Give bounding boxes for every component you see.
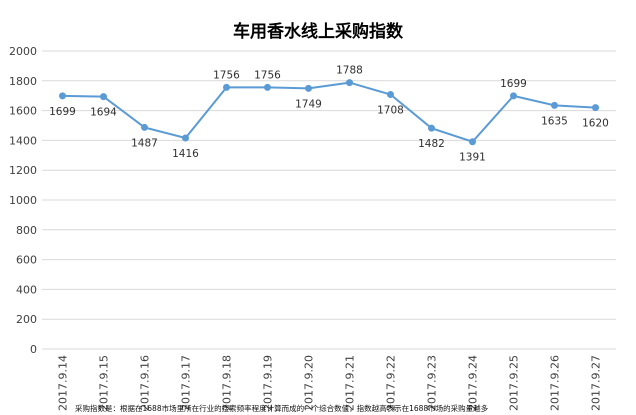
data-label: 1699 <box>49 106 76 118</box>
x-tick-label: 2017.9.15 <box>98 355 111 411</box>
data-point <box>387 91 394 99</box>
gridlines <box>42 50 616 350</box>
x-tick-label: 2017.9.24 <box>467 355 480 411</box>
x-tick-label: 2017.9.25 <box>508 355 521 411</box>
data-point <box>428 124 435 132</box>
data-point <box>100 93 107 101</box>
x-tick-label: 2017.9.27 <box>590 355 603 411</box>
data-point <box>141 123 148 131</box>
y-tick-label: 1200 <box>9 164 37 177</box>
data-label: 1749 <box>295 98 322 110</box>
data-label: 1487 <box>131 137 158 149</box>
data-label: 1756 <box>254 69 281 81</box>
data-label: 1416 <box>172 148 199 160</box>
data-label: 1694 <box>90 107 117 119</box>
data-point <box>305 84 312 92</box>
y-tick-label: 0 <box>30 343 37 356</box>
data-label: 1391 <box>459 152 486 164</box>
x-axis-ticks: 2017.9.14 2017.9.15 2017.9.16 2017.9.17 2017… <box>57 355 603 411</box>
data-label: 1482 <box>418 138 445 150</box>
y-tick-label: 600 <box>16 254 37 267</box>
data-label: 1788 <box>336 65 363 77</box>
data-point <box>346 79 353 87</box>
data-label: 1635 <box>541 115 568 127</box>
data-point <box>510 92 517 100</box>
data-points <box>59 79 599 146</box>
x-tick-label: 2017.9.16 <box>139 355 152 411</box>
data-point <box>469 138 476 146</box>
data-label: 1708 <box>377 105 404 117</box>
x-tick-label: 2017.9.21 <box>344 355 357 411</box>
y-tick-label: 400 <box>16 283 37 296</box>
data-label: 1620 <box>582 118 609 130</box>
y-axis-ticks: 0 200 400 600 800 1000 1200 1400 1600 1800 2000 <box>9 45 37 356</box>
x-tick-label: 2017.9.18 <box>221 355 234 411</box>
data-label: 1756 <box>213 69 240 81</box>
x-tick-label: 2017.9.17 <box>180 355 193 411</box>
data-point <box>592 104 599 112</box>
y-tick-label: 800 <box>16 224 37 237</box>
y-tick-label: 1000 <box>9 194 37 207</box>
data-point <box>59 92 66 100</box>
data-point <box>264 83 271 91</box>
x-tick-label: 2017.9.19 <box>262 355 275 411</box>
y-tick-label: 1800 <box>9 75 37 88</box>
chart-title: 车用香水线上采购指数 <box>233 21 404 42</box>
x-tick-label: 2017.9.23 <box>426 355 439 411</box>
x-tick-label: 2017.9.20 <box>303 355 316 411</box>
data-point <box>551 101 558 109</box>
data-label: 1699 <box>500 78 527 90</box>
x-tick-label: 2017.9.26 <box>549 355 562 411</box>
x-tick-label: 2017.9.14 <box>57 355 70 411</box>
y-tick-label: 2000 <box>9 45 37 58</box>
data-point <box>182 134 189 142</box>
chart-footnote: 采购指数是：根据在1688市场里所在行业的搜索频率程度计算而成的一个综合数值，指… <box>75 403 489 413</box>
y-tick-label: 1400 <box>9 134 37 147</box>
y-tick-label: 1600 <box>9 105 37 118</box>
y-tick-label: 200 <box>16 313 37 326</box>
data-labels: 1699 1694 1487 1416 1756 1756 1749 1788 1708 1482… <box>49 65 609 164</box>
x-tick-label: 2017.9.22 <box>385 355 398 411</box>
series-polyline <box>62 81 596 143</box>
series-line <box>62 81 596 143</box>
data-point <box>223 83 230 91</box>
